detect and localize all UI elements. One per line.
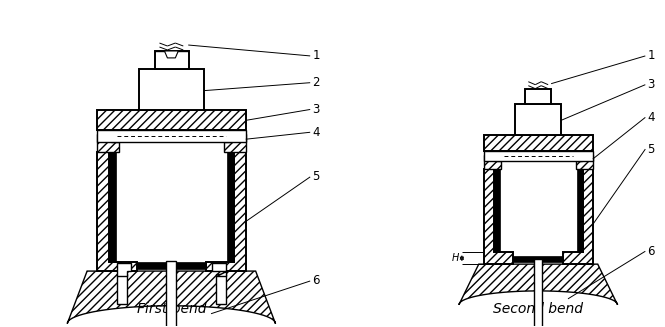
Text: 2: 2: [312, 76, 320, 89]
Bar: [97, 111, 246, 130]
Bar: [117, 274, 127, 304]
Bar: [109, 152, 116, 262]
Polygon shape: [117, 263, 131, 276]
Bar: [139, 69, 204, 111]
Bar: [166, 261, 176, 327]
Polygon shape: [563, 169, 593, 264]
Bar: [216, 274, 226, 304]
Bar: [97, 130, 246, 142]
Text: 3: 3: [312, 103, 320, 116]
Bar: [515, 104, 561, 135]
Polygon shape: [97, 134, 119, 152]
Bar: [577, 169, 583, 252]
Bar: [513, 256, 563, 262]
Text: 6: 6: [312, 274, 320, 287]
Polygon shape: [164, 51, 178, 58]
Polygon shape: [459, 264, 618, 305]
Bar: [525, 89, 551, 104]
Polygon shape: [224, 134, 246, 152]
Text: 4: 4: [312, 126, 320, 139]
Bar: [227, 152, 234, 262]
Text: Second bend: Second bend: [493, 302, 583, 316]
Text: H: H: [452, 253, 459, 263]
Bar: [483, 135, 593, 151]
Text: First bend: First bend: [136, 302, 206, 316]
Polygon shape: [576, 155, 593, 169]
Bar: [483, 151, 593, 161]
Text: 5: 5: [647, 143, 654, 156]
Polygon shape: [67, 271, 275, 324]
Polygon shape: [212, 263, 226, 276]
Polygon shape: [483, 169, 513, 264]
Bar: [493, 169, 499, 252]
Text: 5: 5: [312, 170, 320, 183]
Polygon shape: [97, 152, 137, 271]
Bar: [137, 262, 206, 269]
Text: 3: 3: [647, 78, 654, 91]
Text: 6: 6: [647, 245, 655, 258]
Text: 4: 4: [647, 111, 655, 124]
Bar: [534, 259, 542, 327]
Text: 1: 1: [647, 49, 655, 62]
Polygon shape: [206, 152, 246, 271]
Text: 1: 1: [312, 49, 320, 62]
Polygon shape: [483, 155, 501, 169]
Bar: [154, 51, 190, 69]
